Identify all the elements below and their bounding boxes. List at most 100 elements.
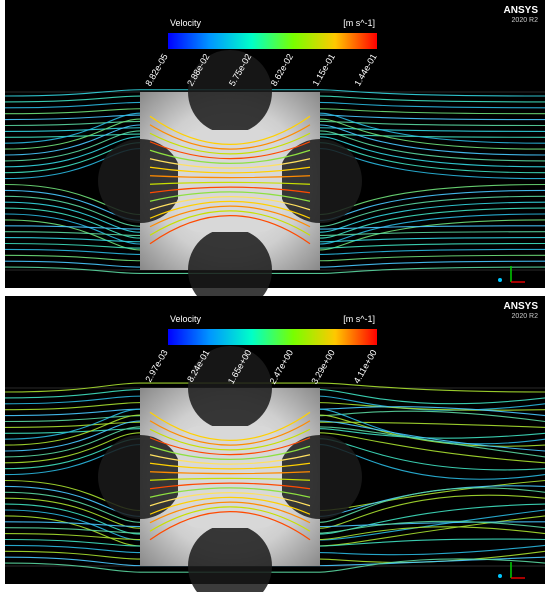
panel-label: a) [8, 4, 25, 29]
streamline [4, 133, 546, 138]
streamline [4, 520, 546, 534]
pore-streamline [149, 115, 311, 145]
pore-opening [278, 435, 362, 519]
streamline [4, 108, 546, 115]
pore-streamline [149, 471, 311, 475]
streamline [4, 130, 546, 162]
streamline [4, 526, 546, 541]
streamline [4, 521, 546, 528]
pore-streamline [149, 506, 311, 532]
triad-x [498, 278, 502, 282]
pore-streamline [149, 437, 311, 456]
pore-streamline [149, 420, 311, 446]
pore-streamline [149, 454, 311, 465]
pore-streamline [149, 477, 311, 481]
streamline [4, 389, 546, 405]
streamline [4, 89, 546, 97]
streamline [4, 382, 546, 393]
streamline [4, 112, 546, 144]
streamline [4, 136, 546, 168]
streamline [4, 225, 546, 230]
pore-streamline [149, 186, 311, 194]
pore-streamline [149, 445, 311, 460]
streamline [4, 556, 546, 567]
legend-title: Velocity [170, 314, 202, 324]
streamline [4, 213, 546, 245]
pore-streamline [149, 462, 311, 470]
streamline [4, 503, 546, 535]
streamline [4, 260, 546, 268]
pore-streamline [149, 200, 311, 219]
streamline [4, 101, 546, 109]
colorbar [168, 329, 377, 345]
pore-streamline [149, 191, 311, 202]
streamline [4, 421, 546, 428]
streamline [4, 426, 546, 458]
streamline [4, 124, 546, 156]
streamline [4, 195, 546, 227]
colorbar [168, 33, 377, 49]
streamline [4, 248, 546, 255]
pore-streamline [149, 175, 311, 179]
pore-streamline [149, 196, 311, 211]
pore-streamline [149, 124, 311, 150]
pore-opening [188, 50, 272, 134]
pore-streamline [149, 149, 311, 164]
streamline [4, 432, 546, 464]
pore-opening [98, 139, 182, 223]
streamline [4, 494, 546, 529]
streamline [4, 95, 546, 103]
pore-streamline [149, 487, 311, 498]
pore-cavity [178, 426, 282, 528]
pore-streamline [149, 141, 311, 160]
legend-title: Velocity [170, 18, 202, 28]
streamline [4, 254, 546, 262]
pore-streamline [149, 492, 311, 507]
streamline [4, 538, 546, 547]
streamline [4, 120, 546, 127]
pore-streamline [149, 181, 311, 185]
pore-streamline [149, 428, 311, 451]
pore-opening [278, 139, 362, 223]
version: 2020 R2 [512, 313, 539, 320]
pore-streamline [149, 482, 311, 490]
pore-opening [98, 435, 182, 519]
triad-x [498, 574, 502, 578]
legend-unit: [m s^-1] [343, 18, 375, 28]
streamline [4, 428, 546, 439]
pore-streamline [149, 411, 311, 441]
streamline [4, 544, 546, 556]
pore-streamline [149, 496, 311, 515]
pore-opening [188, 228, 272, 312]
panel-label: b) [8, 300, 26, 325]
pore-streamline [149, 511, 311, 541]
pore-streamline [149, 166, 311, 174]
version: 2020 R2 [512, 17, 539, 24]
pore-streamline [149, 501, 311, 524]
streamline [4, 118, 546, 150]
legend-unit: [m s^-1] [343, 314, 375, 324]
pore-streamline [149, 215, 311, 245]
panel: Velocity [m s^-1]8.82e-05 2.88e-02 5.75e-02… [4, 0, 546, 312]
brand: ANSYS [504, 5, 539, 16]
streamline [4, 201, 546, 233]
streamline [4, 242, 546, 249]
streamline [4, 487, 546, 523]
pore-streamline [149, 205, 311, 228]
streamline [4, 114, 546, 121]
streamline [4, 420, 546, 452]
streamline [4, 266, 546, 274]
pore-opening [188, 524, 272, 592]
pore-streamline [149, 210, 311, 236]
streamline [4, 558, 546, 573]
streamline [4, 237, 546, 243]
pore-streamline [149, 158, 311, 169]
pore-cavity [178, 130, 282, 232]
streamline [4, 127, 546, 132]
streamline [4, 231, 546, 236]
streamline [4, 207, 546, 239]
pore-streamline [149, 132, 311, 155]
streamline [4, 402, 546, 411]
panel: Velocity [m s^-1]2.97e-03 8.24e-01 1.65e+00… [4, 296, 546, 592]
